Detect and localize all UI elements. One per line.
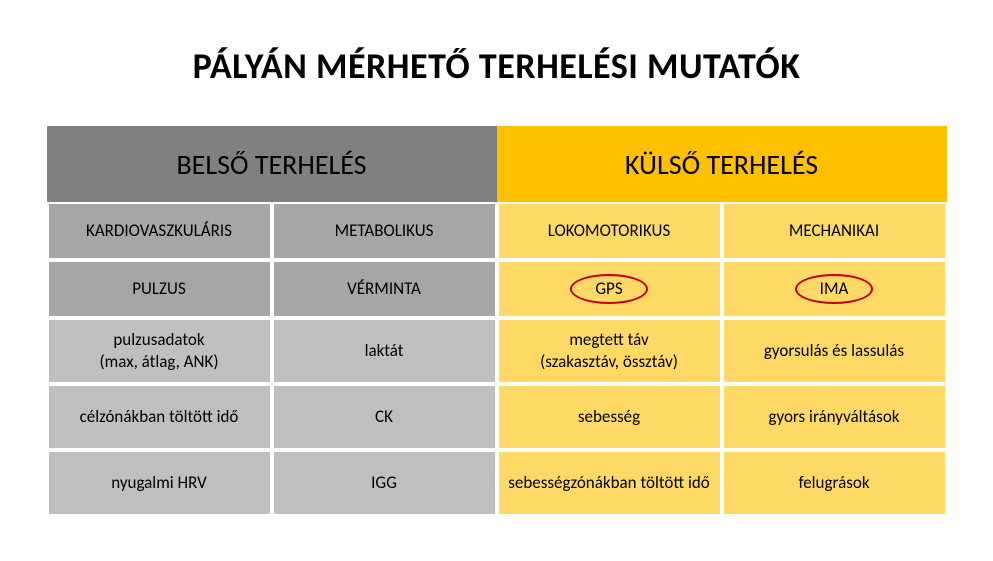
subheader-metabolic: METABOLIKUS bbox=[272, 202, 497, 260]
cell-r1c4: gyorsulás és lassulás bbox=[722, 318, 947, 384]
cell-r1c2: laktát bbox=[272, 318, 497, 384]
data-row-2: célzónákban töltött idő CK sebesség gyor… bbox=[47, 384, 947, 450]
method-ima: IMA bbox=[722, 260, 947, 318]
subheader-mechanical: MECHANIKAI bbox=[722, 202, 947, 260]
cell-r2c1: célzónákban töltött idő bbox=[47, 384, 272, 450]
methods-row: PULZUS VÉRMINTA GPS IMA bbox=[47, 260, 947, 318]
cell-r2c3: sebesség bbox=[497, 384, 722, 450]
header-external-load: KÜLSŐ TERHELÉS bbox=[497, 126, 947, 202]
subheader-locomotor: LOKOMOTORIKUS bbox=[497, 202, 722, 260]
header-internal-load: BELSŐ TERHELÉS bbox=[47, 126, 497, 202]
method-gps-label: GPS bbox=[591, 278, 626, 300]
load-indicators-table: BELSŐ TERHELÉS KÜLSŐ TERHELÉS KARDIOVASZ… bbox=[47, 126, 947, 516]
cell-r2c4: gyors irányváltások bbox=[722, 384, 947, 450]
method-gps: GPS bbox=[497, 260, 722, 318]
cell-r1c1: pulzusadatok (max, átlag, ANK) bbox=[47, 318, 272, 384]
cell-r3c2: IGG bbox=[272, 450, 497, 516]
method-pulse: PULZUS bbox=[47, 260, 272, 318]
cell-r3c1: nyugalmi HRV bbox=[47, 450, 272, 516]
data-row-3: nyugalmi HRV IGG sebességzónákban töltöt… bbox=[47, 450, 947, 516]
cell-r1c3: megtett táv (szakasztáv, össztáv) bbox=[497, 318, 722, 384]
page-title: PÁLYÁN MÉRHETŐ TERHELÉSI MUTATÓK bbox=[193, 44, 801, 88]
cell-r2c2: CK bbox=[272, 384, 497, 450]
page-container: PÁLYÁN MÉRHETŐ TERHELÉSI MUTATÓK BELSŐ T… bbox=[0, 0, 993, 561]
header-row: BELSŐ TERHELÉS KÜLSŐ TERHELÉS bbox=[47, 126, 947, 202]
method-ima-label: IMA bbox=[816, 278, 853, 300]
cell-r3c3: sebességzónákban töltött idő bbox=[497, 450, 722, 516]
data-row-1: pulzusadatok (max, átlag, ANK) laktát me… bbox=[47, 318, 947, 384]
cell-r3c4: felugrások bbox=[722, 450, 947, 516]
subheader-cardiovascular: KARDIOVASZKULÁRIS bbox=[47, 202, 272, 260]
method-blood: VÉRMINTA bbox=[272, 260, 497, 318]
subheader-row: KARDIOVASZKULÁRIS METABOLIKUS LOKOMOTORI… bbox=[47, 202, 947, 260]
